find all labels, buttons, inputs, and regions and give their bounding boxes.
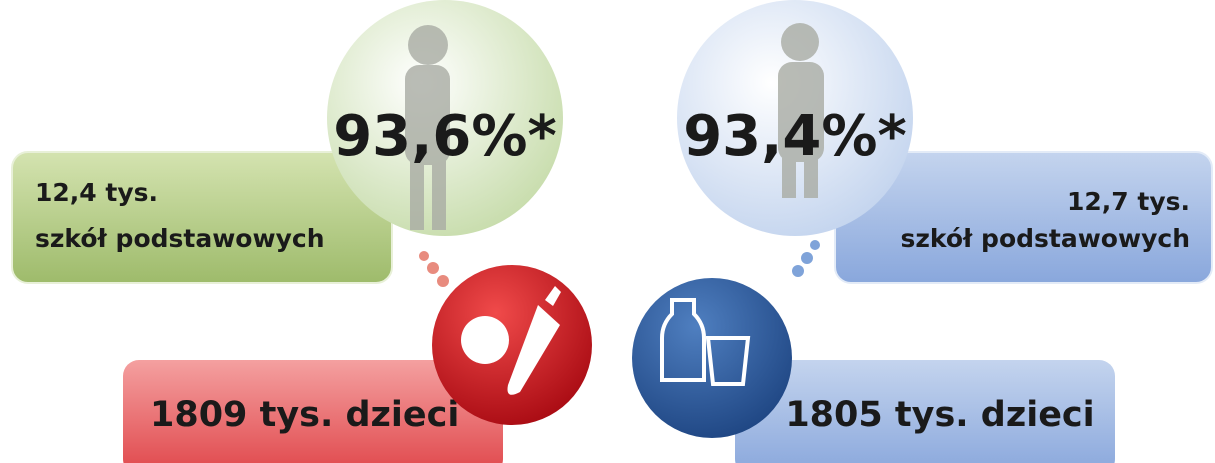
fruit-circle [432, 265, 592, 425]
schools-box [12, 152, 392, 283]
children: 1809 tys. dzieci [150, 395, 459, 435]
schools-count: 12,7 tys. [1067, 187, 1190, 216]
infographic: 12,4 tys. szkół podstawowych 93,6%* 1809… [0, 0, 1215, 463]
dot [427, 262, 439, 274]
page: 12,4 tys. szkół podstawowych 93,6%* 1809… [0, 0, 1215, 463]
schools-count: 12,4 tys. [35, 178, 158, 207]
schools-label: szkół podstawowych [35, 224, 325, 253]
schools-label: szkół podstawowych [901, 224, 1191, 253]
dot [810, 240, 820, 250]
dot [801, 252, 813, 264]
percent: 93,4%* [683, 104, 907, 169]
dot [437, 275, 449, 287]
percent: 93,6%* [333, 104, 557, 169]
dot [792, 265, 804, 277]
children: 1805 tys. dzieci [785, 395, 1094, 435]
dot [419, 251, 429, 261]
